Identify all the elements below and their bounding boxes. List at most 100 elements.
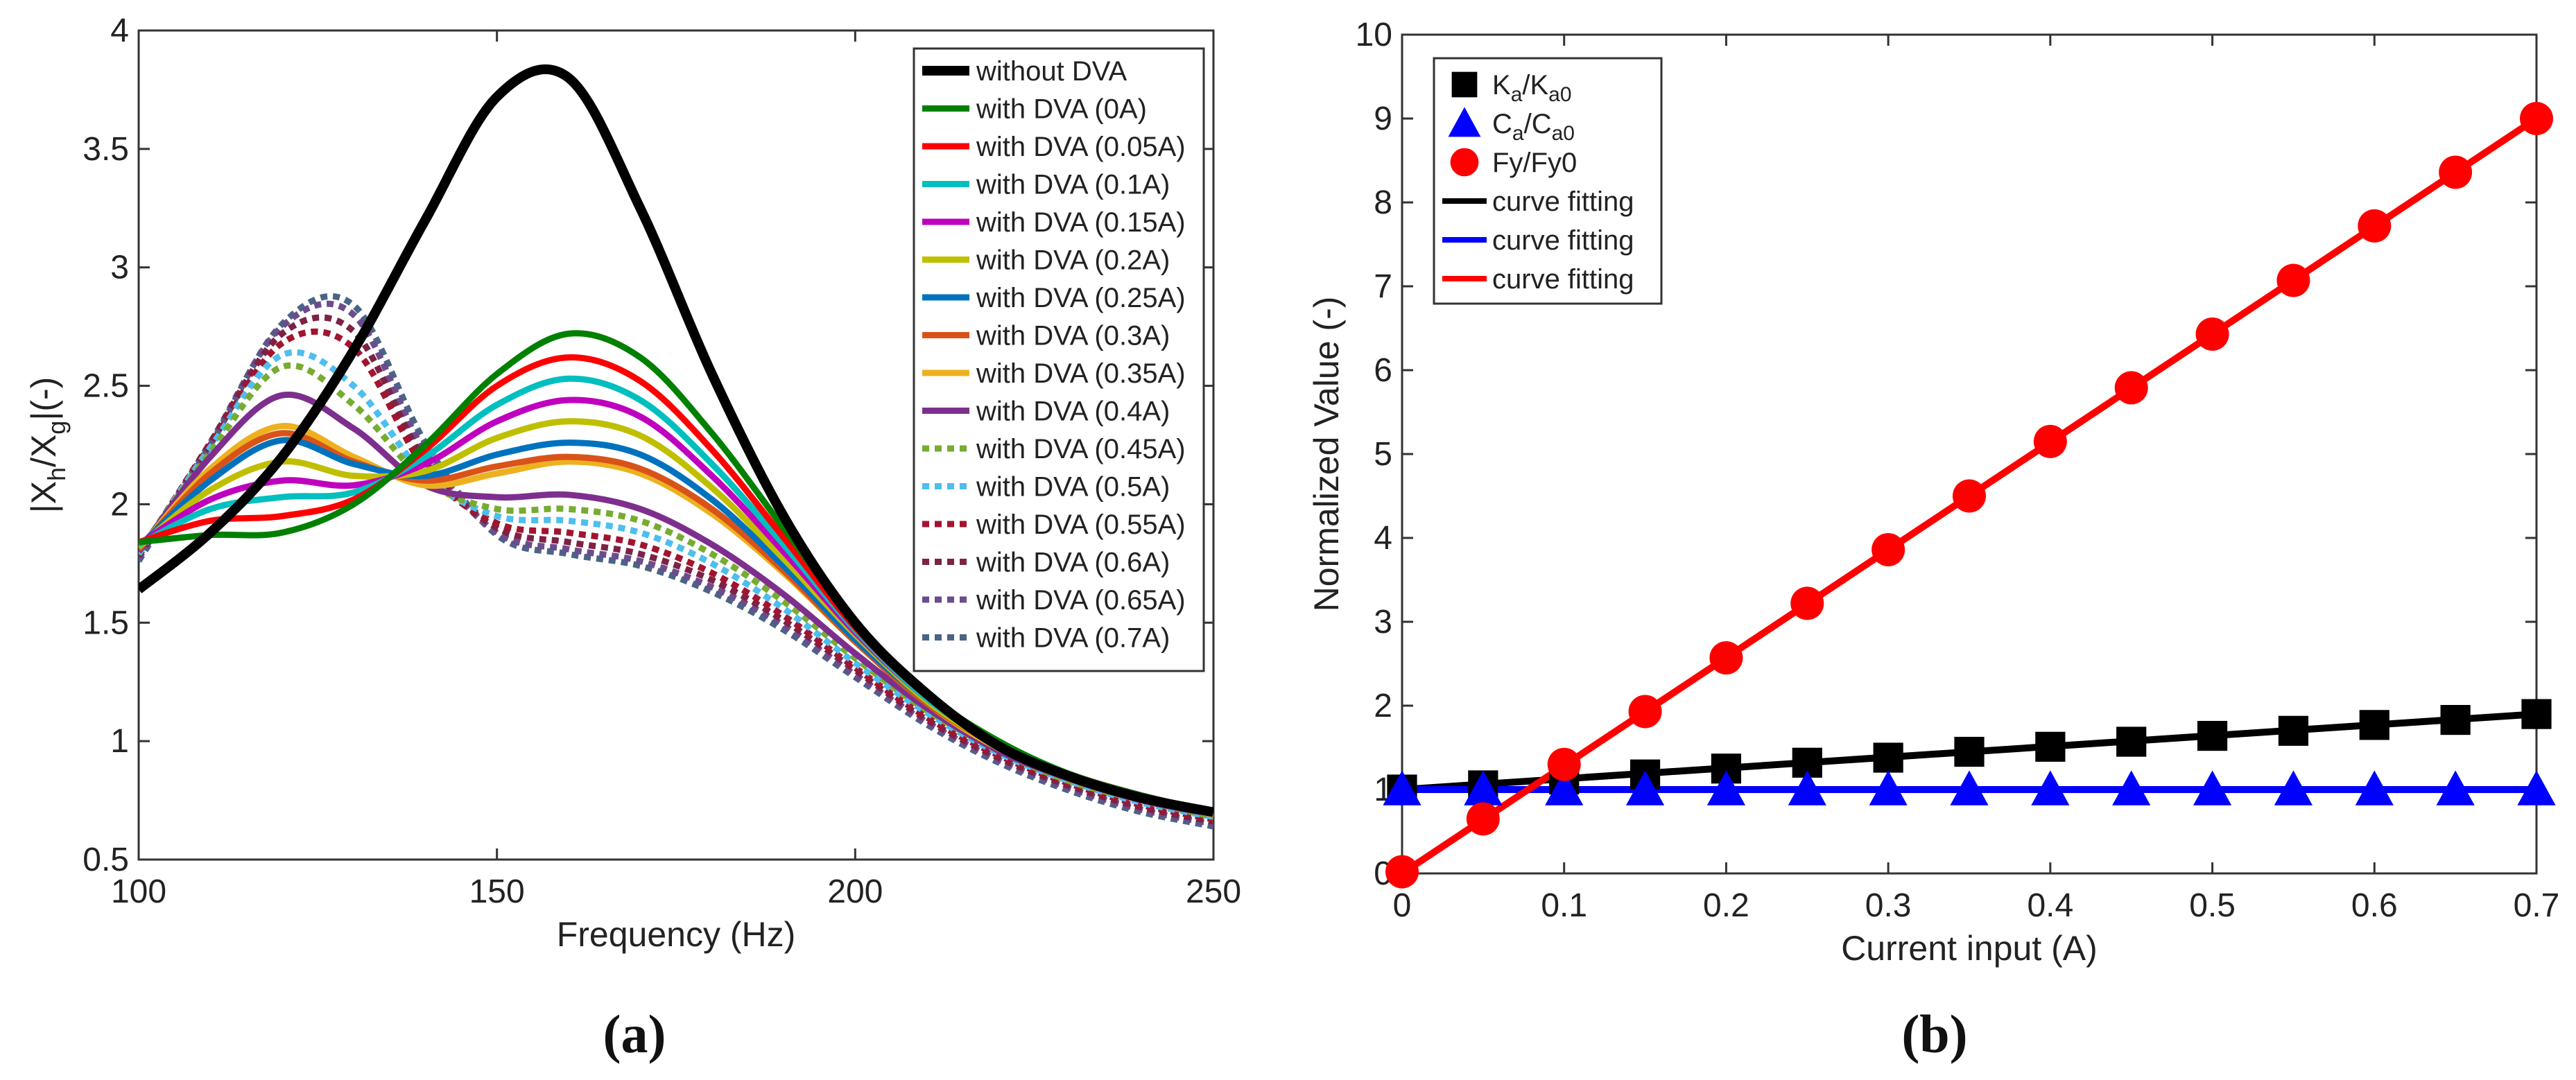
x-tick-label: 0.4 xyxy=(2027,887,2073,924)
data-point-triangle xyxy=(2355,770,2394,805)
data-point-square xyxy=(2278,715,2309,746)
y-tick-label: 8 xyxy=(1374,184,1392,221)
data-point-circle xyxy=(2439,155,2473,189)
data-point-square xyxy=(2440,704,2471,735)
data-point-circle xyxy=(1385,855,1419,889)
data-point-circle xyxy=(2276,263,2310,297)
data-point-square xyxy=(1873,742,1903,773)
legend-text-part: /C xyxy=(1524,109,1552,139)
legend-label: with DVA (0.15A) xyxy=(976,207,1186,238)
data-point-triangle xyxy=(1788,770,1826,805)
y-tick-label: 10 xyxy=(1356,17,1392,53)
legend-subscript: a xyxy=(1512,122,1524,145)
data-point-triangle xyxy=(1383,770,1421,805)
legend-label: with DVA (0.6A) xyxy=(976,548,1170,578)
legend-label: curve fitting xyxy=(1492,186,1634,217)
y-tick-label: 6 xyxy=(1374,352,1392,389)
data-point-square xyxy=(1954,736,1985,767)
legend-label: with DVA (0.65A) xyxy=(976,585,1186,616)
ylabel-part: |(-) xyxy=(24,377,63,421)
data-point-square xyxy=(2521,699,2552,729)
data-point-triangle xyxy=(2193,770,2232,805)
legend-marker xyxy=(1451,71,1478,98)
legend-label: without DVA xyxy=(976,56,1127,87)
y-tick-label: 9 xyxy=(1374,101,1392,137)
data-point-square xyxy=(2116,726,2147,757)
legend-subscript: a xyxy=(1511,83,1523,106)
panel-a-caption: (a) xyxy=(603,1004,666,1064)
data-point-triangle xyxy=(2031,770,2070,805)
y-tick-label: 2.5 xyxy=(83,368,129,405)
legend-label: with DVA (0.05A) xyxy=(976,132,1186,162)
legend-label: with DVA (0A) xyxy=(976,94,1147,125)
ylabel-part: |X xyxy=(24,481,63,513)
legend-text-part: Fy/Fy0 xyxy=(1492,148,1577,178)
x-tick-label: 0.6 xyxy=(2351,887,2398,924)
panel-a-legend: without DVA with DVA (0A) with DVA (0.05A)… xyxy=(913,47,1205,672)
data-point-square xyxy=(2359,710,2389,740)
y-tick-label: 3 xyxy=(1374,604,1392,641)
ylabel-sub: g xyxy=(42,421,71,435)
legend-label: with DVA (0.4A) xyxy=(976,397,1170,427)
x-tick-label: 0.5 xyxy=(2189,887,2236,924)
data-point-circle xyxy=(1628,695,1662,729)
data-point-circle xyxy=(2033,424,2067,458)
y-tick-label: 0.5 xyxy=(83,842,129,878)
y-tick-label: 4 xyxy=(1374,520,1392,557)
data-point-circle xyxy=(1872,532,1905,566)
legend-marker xyxy=(1448,107,1481,137)
legend-label: with DVA (0.45A) xyxy=(976,434,1186,464)
data-point-circle xyxy=(2520,102,2553,135)
legend-text-part: C xyxy=(1492,109,1512,139)
legend-label: Ca/Ca0 xyxy=(1492,109,1575,145)
data-point-square xyxy=(2035,731,2066,762)
data-point-triangle xyxy=(1464,770,1503,805)
data-point-circle xyxy=(1953,479,1986,513)
legend-label: with DVA (0.1A) xyxy=(976,170,1170,200)
panel-a-y-axis-label: |Xh/Xg|(-) xyxy=(24,377,71,514)
legend-marker xyxy=(1450,148,1479,177)
y-tick-label: 5 xyxy=(1374,436,1392,473)
data-point-triangle xyxy=(1950,770,1989,805)
x-tick-label: 0.2 xyxy=(1703,887,1749,924)
legend-label: Ka/Ka0 xyxy=(1492,70,1572,106)
x-tick-label: 200 xyxy=(827,873,883,910)
y-tick-label: 7 xyxy=(1374,268,1392,305)
x-tick-label: 100 xyxy=(111,873,166,910)
legend-label: with DVA (0.25A) xyxy=(976,283,1186,313)
legend-label: with DVA (0.3A) xyxy=(976,321,1170,351)
ylabel-part: /X xyxy=(24,435,63,467)
panel-b-markers xyxy=(1383,102,2556,889)
legend-label: curve fitting xyxy=(1492,225,1634,256)
x-tick-label: 0.3 xyxy=(1865,887,1912,924)
data-point-triangle xyxy=(2274,770,2313,805)
legend-text-part: /K xyxy=(1522,70,1548,101)
y-tick-label: 3.5 xyxy=(83,131,129,168)
legend-label: Fy/Fy0 xyxy=(1492,148,1577,178)
data-point-triangle xyxy=(2112,770,2151,805)
ylabel-sub: h xyxy=(42,467,71,481)
data-point-triangle xyxy=(1545,770,1584,805)
y-tick-label: 1 xyxy=(110,723,129,760)
data-point-triangle xyxy=(2436,770,2475,805)
y-tick-label: 3 xyxy=(110,250,129,286)
data-point-circle xyxy=(1547,747,1581,781)
panel-a-frequency-response-chart: 100 150 200 250 0.5 1 1.5 2 2.5 3 3.5 4 Frequency (… xyxy=(24,12,1241,1064)
legend-label: with DVA (0.2A) xyxy=(976,245,1170,276)
x-tick-label: 150 xyxy=(469,873,525,910)
legend-box xyxy=(913,47,1205,672)
panel-b-x-axis-label: Current input (A) xyxy=(1841,929,2098,968)
panel-a-ticks: 100 150 200 250 0.5 1 1.5 2 2.5 3 3.5 4 xyxy=(83,12,1241,910)
series-line xyxy=(139,300,1213,828)
legend-label: with DVA (0.7A) xyxy=(976,623,1170,654)
legend-subscript: a0 xyxy=(1552,122,1575,145)
legend-label: with DVA (0.35A) xyxy=(976,358,1186,389)
data-point-circle xyxy=(1709,641,1743,675)
data-point-triangle xyxy=(1706,770,1746,805)
y-tick-label: 2 xyxy=(110,486,129,523)
data-point-circle xyxy=(1790,586,1824,620)
panel-b-y-axis-label: Normalized Value (-) xyxy=(1307,297,1346,612)
panel-a-x-axis-label: Frequency (Hz) xyxy=(557,915,796,954)
y-tick-label: 1.5 xyxy=(83,604,129,641)
